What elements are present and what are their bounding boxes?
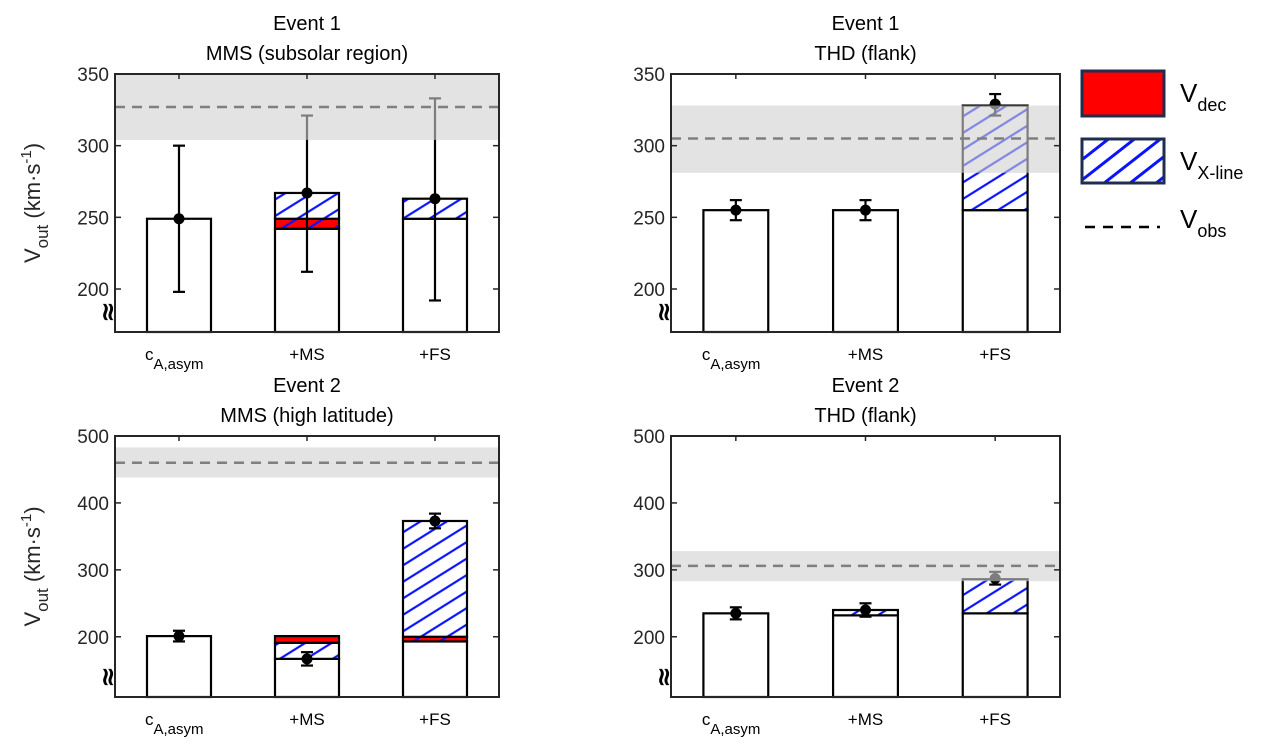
y-tick-label: 200 xyxy=(77,280,109,301)
bar-group xyxy=(145,634,213,699)
y-tick-label: 300 xyxy=(77,561,109,582)
bar-group xyxy=(702,612,770,699)
data-point xyxy=(173,630,185,642)
panel-title-spacecraft: MMS (subsolar region) xyxy=(206,43,408,65)
data-point xyxy=(730,204,742,216)
panel-title-spacecraft: MMS (high latitude) xyxy=(220,405,393,427)
x-tick-label: +FS xyxy=(419,345,451,364)
axis-break-icon: ≈ xyxy=(93,666,123,688)
y-tick-label: 500 xyxy=(633,427,665,448)
bar-base xyxy=(702,612,770,699)
errorbar xyxy=(301,651,313,667)
axis-break-icon: ≈ xyxy=(93,301,123,323)
legend-swatch-vdec xyxy=(1080,69,1166,118)
bar-base xyxy=(401,640,469,699)
y-tick-label: 350 xyxy=(633,65,665,86)
y-axis-label: Vout (km·s-1) xyxy=(18,506,52,626)
errorbar xyxy=(173,629,185,643)
bar-base xyxy=(961,209,1029,334)
y-tick-label: 400 xyxy=(77,494,109,515)
legend-item-vobs: Vobs xyxy=(1085,204,1226,241)
y-tick-label: 300 xyxy=(633,561,665,582)
y-tick-label: 300 xyxy=(633,137,665,158)
x-tick-label: cA,asym xyxy=(145,345,204,373)
panel-1: Event 1 MMS (subsolar region) 200 250 300 350… xyxy=(18,13,500,373)
bar-group xyxy=(702,209,770,334)
panel-title-spacecraft: THD (flank) xyxy=(814,43,916,65)
y-tick-label: 350 xyxy=(77,65,109,86)
errorbar xyxy=(859,199,872,222)
errorbar xyxy=(859,602,872,618)
errorbar xyxy=(173,144,185,293)
bar-group xyxy=(401,519,469,699)
legend-label-vobs: Vobs xyxy=(1180,204,1226,241)
data-point xyxy=(301,187,313,199)
bar-group xyxy=(831,209,900,334)
x-tick-label: +FS xyxy=(979,710,1011,729)
y-tick-label: 300 xyxy=(77,137,109,158)
panel-title-event: Event 2 xyxy=(273,375,341,397)
panel-2: Event 1 THD (flank) 200 250 300 350 ≈ cA,asym +M… xyxy=(633,13,1061,373)
x-tick-label: +FS xyxy=(419,710,451,729)
data-point xyxy=(429,515,441,527)
x-tick-label: +MS xyxy=(289,345,324,364)
panel-title-event: Event 2 xyxy=(832,375,900,397)
x-tick-label: cA,asym xyxy=(145,710,204,738)
x-tick-label: cA,asym xyxy=(702,710,761,738)
x-tick-label: cA,asym xyxy=(702,345,761,373)
bar-segment-vdec xyxy=(273,634,341,644)
legend-swatch-vxline xyxy=(1080,137,1166,185)
panel-4: Event 2 THD (flank) 200 300 400 500 ≈ cA,asym +M… xyxy=(633,375,1061,738)
bar-base xyxy=(145,634,213,699)
legend-item-vxline: VX-line xyxy=(1080,137,1243,185)
data-point xyxy=(860,204,871,216)
errorbar xyxy=(729,606,742,621)
bar-base xyxy=(831,614,900,699)
bar-segment-vxline xyxy=(961,578,1029,615)
legend-label-vxline: VX-line xyxy=(1180,146,1243,183)
bar-base xyxy=(961,612,1029,699)
y-tick-label: 250 xyxy=(633,208,665,229)
legend-item-vdec: Vdec xyxy=(1080,69,1226,118)
y-tick-label: 250 xyxy=(77,208,109,229)
x-tick-label: +MS xyxy=(848,345,883,364)
axis-break-icon: ≈ xyxy=(649,301,679,323)
y-tick-label: 200 xyxy=(77,628,109,649)
panel-title-spacecraft: THD (flank) xyxy=(814,405,916,427)
x-tick-label: +MS xyxy=(289,710,324,729)
errorbar xyxy=(429,512,441,530)
bar-group xyxy=(961,578,1029,699)
data-point xyxy=(860,604,871,616)
panel-title-event: Event 1 xyxy=(273,13,341,35)
panel-3: Event 2 MMS (high latitude) 200 300 400 500 ≈ c… xyxy=(18,375,500,738)
bar-base xyxy=(831,209,900,334)
bar-base xyxy=(702,209,770,334)
bar-group xyxy=(831,608,900,699)
panel-title-event: Event 1 xyxy=(832,13,900,35)
y-tick-label: 200 xyxy=(633,280,665,301)
y-tick-label: 500 xyxy=(77,427,109,448)
data-point xyxy=(301,653,313,665)
x-tick-label: +MS xyxy=(848,710,883,729)
data-point xyxy=(429,193,441,205)
data-point xyxy=(173,213,185,225)
bar-segment-vxline xyxy=(401,519,469,638)
data-point xyxy=(730,607,742,619)
legend-label-vdec: Vdec xyxy=(1180,78,1226,115)
y-axis-label: Vout (km·s-1) xyxy=(18,143,52,263)
axis-break-icon: ≈ xyxy=(649,666,679,688)
y-tick-label: 400 xyxy=(633,494,665,515)
y-tick-label: 200 xyxy=(633,628,665,649)
legend: Vdec VX-line Vobs xyxy=(1080,69,1243,241)
errorbar xyxy=(729,199,742,222)
x-tick-label: +FS xyxy=(979,345,1011,364)
